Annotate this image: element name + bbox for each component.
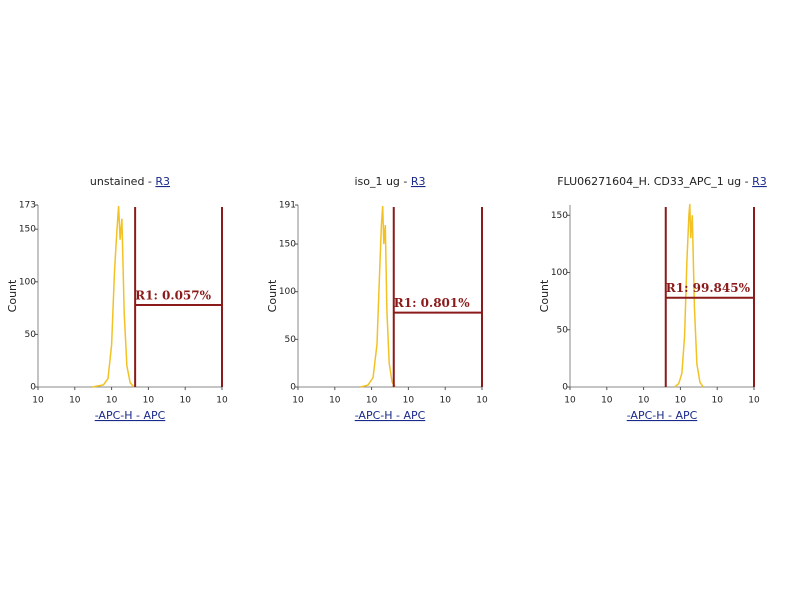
title-link: R3 [155,175,170,188]
y-tick-label: 50 [25,330,37,340]
y-tick-label: 100 [19,277,36,287]
panel-title: FLU06271604_H. CD33_APC_1 ug - R3 [557,175,767,188]
x-tick-label: 10 [439,396,451,406]
title-text: FLU06271604_H. CD33_APC_1 ug - [557,175,748,188]
y-axis-label: Count [266,279,279,312]
y-tick-label: 100 [551,268,568,278]
x-tick-label: 10 [179,396,191,406]
x-tick-label: 10 [216,396,228,406]
y-axis-label: Count [6,279,19,312]
gate-label: R1: 99.845% [666,281,751,295]
title-link: R3 [752,175,767,188]
x-tick-label: 10 [403,396,415,406]
panel-title: iso_1 ug - R3 [354,175,425,188]
x-tick-label: 10 [329,396,341,406]
y-tick-label: 173 [19,201,36,211]
panel-title: unstained - R3 [90,175,170,188]
y-tick-label: 150 [551,211,568,221]
y-tick-label: 50 [285,335,297,345]
x-tick-label: 10 [69,396,81,406]
title-text: iso_1 ug - [354,175,407,188]
x-axis-label: -APC-H - APC [355,409,426,422]
x-axis-label: -APC-H - APC [95,409,166,422]
histogram-line [92,206,135,388]
x-tick-label: 10 [675,396,687,406]
x-tick-label: 10 [601,396,613,406]
y-tick-label: 0 [30,383,36,393]
y-tick-label: 100 [279,287,296,297]
y-tick-label: 150 [19,225,36,235]
histogram-line [360,205,397,388]
x-tick-label: 10 [748,396,760,406]
y-tick-label: 0 [562,383,568,393]
x-tick-label: 10 [711,396,723,406]
x-tick-label: 10 [564,396,576,406]
y-tick-label: 0 [290,383,296,393]
title-text: unstained - [90,175,152,188]
y-tick-label: 50 [557,325,569,335]
y-tick-label: 150 [279,240,296,250]
gate-label: R1: 0.801% [394,296,471,310]
x-tick-label: 10 [106,396,118,406]
histogram-panel: unstained - R3 0 50 100 150 173 10 10 10 10 10 10 -A… [6,175,228,422]
x-tick-label: 10 [638,396,650,406]
x-tick-label: 10 [32,396,44,406]
histogram-line [674,203,704,388]
x-axis-label: -APC-H - APC [627,409,698,422]
histogram-panel: FLU06271604_H. CD33_APC_1 ug - R3 0 50 100 1… [538,175,767,422]
x-tick-label: 10 [143,396,155,406]
y-axis-label: Count [538,279,551,312]
y-tick-label: 191 [279,201,296,211]
x-tick-label: 10 [292,396,304,406]
histogram-panel: iso_1 ug - R3 0 50 100 150 191 10 10 10 10 10 10 -AP… [266,175,488,422]
title-link: R3 [411,175,426,188]
x-tick-label: 10 [366,396,378,406]
x-tick-label: 10 [476,396,488,406]
gate-label: R1: 0.057% [135,288,212,302]
